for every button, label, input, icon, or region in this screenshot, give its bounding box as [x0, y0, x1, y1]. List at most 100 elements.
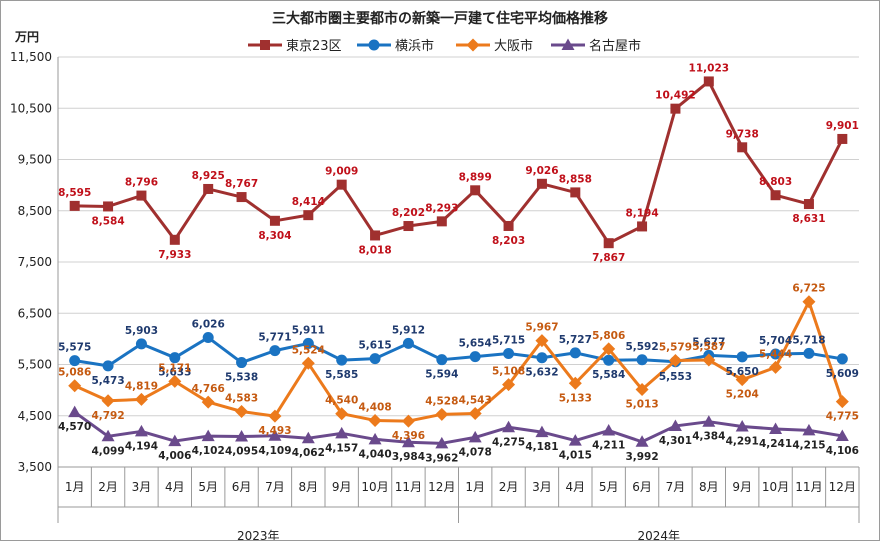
data-point — [203, 183, 214, 194]
data-point — [169, 234, 180, 245]
data-point — [569, 347, 581, 359]
legend-label-1: 横浜市 — [395, 38, 434, 54]
data-point — [336, 354, 348, 366]
data-label: 4,384 — [692, 431, 725, 443]
data-point — [368, 432, 382, 445]
data-label: 5,524 — [292, 344, 325, 356]
data-label: 8,414 — [292, 196, 325, 208]
data-point — [536, 352, 548, 364]
data-point — [502, 420, 516, 433]
data-label: 10,492 — [655, 90, 696, 102]
data-point — [401, 414, 415, 428]
data-point — [68, 405, 82, 418]
data-label: 4,157 — [325, 442, 358, 454]
y-tick-label: 3,500 — [18, 460, 52, 474]
data-point — [336, 179, 347, 190]
data-point — [668, 419, 682, 431]
data-label: 9,026 — [525, 165, 558, 177]
data-label: 5,903 — [125, 325, 158, 337]
data-point — [68, 379, 82, 393]
data-label: 8,304 — [258, 230, 291, 242]
x-tick-label: 6月 — [232, 480, 252, 494]
data-point — [202, 332, 214, 344]
x-tick-label: 1月 — [465, 480, 485, 494]
data-label: 4,493 — [258, 425, 291, 437]
data-label: 8,899 — [459, 171, 492, 183]
data-point — [269, 215, 280, 226]
data-label: 4,396 — [392, 430, 425, 442]
data-label: 5,704 — [759, 335, 792, 347]
data-label: 9,901 — [826, 120, 859, 132]
data-point — [335, 426, 349, 439]
chart-title: 三大都市圏主要都市の新築一戸建て住宅平均価格推移 — [272, 10, 608, 27]
data-label: 4,583 — [225, 392, 258, 404]
data-label: 5,108 — [492, 366, 525, 378]
data-point — [770, 190, 781, 201]
data-point — [635, 382, 649, 396]
data-label: 5,615 — [358, 340, 391, 352]
data-point — [803, 347, 815, 359]
data-label: 4,241 — [759, 438, 792, 450]
x-tick-label: 2月 — [98, 480, 118, 494]
data-label: 5,584 — [592, 369, 625, 381]
data-label: 3,984 — [392, 451, 425, 463]
data-label: 11,023 — [689, 62, 730, 74]
data-label: 5,911 — [292, 324, 325, 336]
data-point — [136, 190, 147, 201]
x-tick-label: 3月 — [532, 480, 552, 494]
x-tick-label: 11月 — [795, 480, 822, 494]
legend-label-3: 名古屋市 — [589, 38, 641, 54]
x-tick-label: 6月 — [632, 480, 652, 494]
data-label: 5,650 — [726, 366, 759, 378]
data-point — [403, 221, 414, 232]
data-label: 4,211 — [592, 440, 625, 452]
data-label: 5,594 — [425, 369, 458, 381]
data-point — [101, 429, 115, 442]
data-label: 8,631 — [792, 213, 825, 225]
data-label: 8,796 — [125, 177, 158, 189]
data-point — [370, 230, 381, 241]
data-point — [201, 429, 215, 442]
data-label: 5,444 — [759, 348, 792, 360]
data-label: 4,215 — [792, 439, 825, 451]
series-line-1 — [74, 336, 843, 368]
data-point — [169, 352, 181, 364]
data-point — [602, 342, 616, 356]
data-point — [735, 419, 749, 432]
x-tick-label: 9月 — [332, 480, 352, 494]
y-tick-label: 6,500 — [18, 306, 52, 320]
data-point — [236, 357, 248, 369]
data-label: 5,575 — [58, 342, 91, 354]
data-label: 8,293 — [425, 202, 458, 214]
y-tick-label: 4,500 — [18, 409, 52, 423]
data-point — [301, 356, 315, 370]
legend-marker-2 — [466, 38, 480, 52]
data-label: 4,181 — [525, 441, 558, 453]
data-label: 8,925 — [192, 170, 225, 182]
data-point — [503, 220, 514, 231]
data-point — [535, 425, 549, 438]
data-label: 5,133 — [559, 392, 592, 404]
data-label: 4,015 — [559, 450, 592, 462]
y-tick-label: 9,500 — [18, 153, 52, 167]
data-label: 5,473 — [91, 375, 124, 387]
x-tick-label: 8月 — [298, 480, 318, 494]
legend-marker-0 — [260, 40, 270, 50]
y-tick-label: 5,500 — [18, 358, 52, 372]
y-axis-title: 万円 — [14, 30, 39, 44]
data-point — [69, 355, 81, 367]
data-point — [134, 392, 148, 406]
x-tick-label: 12月 — [829, 480, 856, 494]
x-tick-label: 4月 — [565, 480, 585, 494]
data-label: 4,540 — [325, 395, 358, 407]
data-point — [535, 334, 549, 348]
x-tick-label: 1月 — [65, 480, 85, 494]
data-point — [837, 133, 848, 144]
x-tick-label: 11月 — [395, 480, 422, 494]
data-point — [436, 354, 448, 366]
data-label: 8,803 — [759, 176, 792, 188]
data-point — [369, 353, 381, 365]
data-point — [401, 435, 415, 448]
legend-label-2: 大阪市 — [494, 38, 533, 54]
